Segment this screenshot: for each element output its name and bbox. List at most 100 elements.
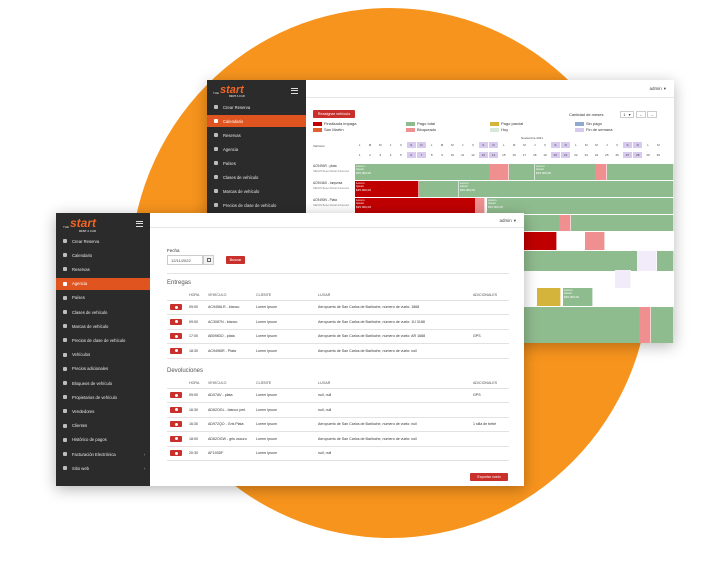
- back-sidebar-item[interactable]: Clases de vehículo: [207, 171, 306, 183]
- legend-item: Finalizada impaga: [313, 121, 356, 126]
- cell-cliente: Lorem Ipsum: [256, 319, 277, 324]
- front-sidebar-item[interactable]: Vendedores: [56, 405, 150, 417]
- front-sidebar-item[interactable]: Facturación Electrónica ›: [56, 448, 150, 460]
- front-sidebar-item[interactable]: Crear Reserva: [56, 235, 150, 247]
- row-action-button[interactable]: [170, 318, 182, 325]
- back-hamburger-icon[interactable]: [291, 88, 298, 94]
- sidebar-item-label: Marcas de vehículo: [223, 188, 260, 194]
- cell-vehiculo: AD972QO - Gris Plata: [208, 422, 244, 426]
- calendar-date-header: 10: [450, 153, 454, 157]
- booking-block[interactable]: [489, 164, 509, 180]
- front-sidebar-item[interactable]: Calendario: [56, 249, 150, 261]
- back-user-menu[interactable]: admin ▾: [639, 85, 666, 92]
- booking-block[interactable]: [585, 232, 605, 250]
- calendar-date-header: 17: [522, 153, 527, 157]
- search-button[interactable]: Buscar: [226, 256, 245, 264]
- front-sidebar-item[interactable]: Histórico de pagos: [56, 434, 150, 446]
- row-action-button[interactable]: [170, 450, 182, 456]
- booking-block[interactable]: [475, 198, 485, 214]
- menu-icon: [63, 409, 67, 414]
- front-sidebar-item[interactable]: Clases de vehículo: [56, 306, 150, 318]
- calendar-day-header: D: [561, 142, 571, 148]
- user-icon: [639, 85, 646, 92]
- front-hamburger-icon[interactable]: [136, 221, 143, 227]
- menu-icon: [63, 366, 67, 371]
- row-action-button[interactable]: [170, 421, 182, 427]
- row-action-button[interactable]: [170, 347, 182, 354]
- calendar-date-header: 25: [605, 153, 609, 157]
- menu-icon: [214, 161, 218, 165]
- back-sidebar-item[interactable]: Crear Reserva: [207, 101, 306, 113]
- months-select[interactable]: 1 ▾: [620, 111, 634, 118]
- fecha-input[interactable]: 12/11/2022: [167, 255, 203, 265]
- sidebar-item-label: Reservas: [223, 132, 241, 138]
- front-sidebar-item[interactable]: Precios de clase de vehículo: [56, 334, 150, 346]
- row-divider: [167, 357, 509, 359]
- cell-adicionales: GPS: [473, 393, 481, 397]
- export-button[interactable]: Exportar vuelo: [470, 473, 508, 481]
- next-month-button[interactable]: →: [647, 111, 657, 118]
- calendar-day-header: J: [461, 143, 464, 147]
- booking-block[interactable]: [559, 215, 571, 231]
- booking-block[interactable]: [595, 164, 607, 180]
- row-action-button[interactable]: [170, 406, 182, 413]
- calendar-day-header: D: [488, 142, 499, 148]
- front-sidebar-item[interactable]: Precios adicionales: [56, 363, 150, 375]
- row-action-button[interactable]: [170, 392, 182, 398]
- reassign-vehicle-button[interactable]: Reasignar vehículo: [313, 110, 355, 118]
- front-sidebar-item[interactable]: Reservas: [56, 263, 150, 275]
- cell-adicionales: GPS: [473, 334, 481, 338]
- cell-lugar: Aeropuerto de San Carlos de Bariloche, n…: [318, 334, 426, 338]
- front-sidebar-item[interactable]: Marcas de vehículo: [56, 320, 150, 332]
- row-action-button[interactable]: [170, 333, 182, 339]
- front-user-menu[interactable]: admin ▾: [489, 217, 516, 224]
- sidebar-item-label: Agencia: [72, 281, 88, 287]
- calendar-date-header: 8: [430, 153, 433, 157]
- back-sidebar-item[interactable]: Países: [207, 157, 306, 169]
- row-divider: [167, 343, 509, 344]
- back-sidebar-item[interactable]: Marcas de vehículo: [207, 185, 306, 197]
- cell-cliente: Lorem Ipsum: [256, 305, 277, 309]
- booking-block-text: Ipsum: [460, 184, 469, 189]
- date-picker-button[interactable]: [203, 255, 214, 265]
- booking-block[interactable]: [419, 181, 459, 197]
- booking-block[interactable]: [637, 251, 657, 271]
- booking-block[interactable]: [615, 270, 631, 288]
- back-sidebar-item[interactable]: Precios de clase de vehículo: [207, 199, 306, 211]
- booking-block[interactable]: [639, 307, 651, 343]
- row-action-button[interactable]: [170, 435, 182, 442]
- front-sidebar-item[interactable]: Sitio web ›: [56, 462, 150, 474]
- front-sidebar-item[interactable]: Agencia: [56, 277, 150, 290]
- calendar-date-header: 23: [584, 153, 588, 157]
- cell-lugar: Aeropuerto de San Carlos de Bariloche, n…: [318, 422, 417, 426]
- front-sidebar-item[interactable]: Vehículos: [56, 349, 150, 361]
- legend-label: Pago parcial: [501, 121, 524, 126]
- booking-block-text: $35.000,00: [356, 187, 372, 192]
- front-sidebar-item[interactable]: Bloqueos de vehículo: [56, 377, 150, 389]
- row-action-button[interactable]: [170, 304, 182, 310]
- legend-label: Finalizada impaga: [324, 121, 357, 126]
- arrow-right-icon: →: [650, 112, 654, 117]
- front-sidebar-item[interactable]: Clientes: [56, 420, 150, 432]
- front-sidebar-item[interactable]: Propietarios de vehículo: [56, 391, 150, 403]
- row-divider: [167, 402, 509, 403]
- prev-month-button[interactable]: ←: [636, 111, 646, 118]
- back-sidebar-item[interactable]: Calendario: [207, 115, 306, 127]
- back-sidebar-item[interactable]: Reservas: [207, 129, 306, 141]
- column-header-hora: HORA: [189, 381, 200, 385]
- car-icon: [174, 305, 178, 309]
- calendar-date-header: 3: [379, 153, 382, 157]
- calendar-window: THE start RENT A CAR Crear Reserva Calend…: [207, 80, 674, 343]
- vehicle-row-name: AC9490N - Plata: [313, 198, 337, 202]
- booking-block[interactable]: [537, 288, 561, 306]
- calendar-date-header: 16: [512, 153, 516, 157]
- back-sidebar-item[interactable]: Agencia: [207, 143, 306, 155]
- front-sidebar-item[interactable]: Países: [56, 292, 150, 304]
- calendar-day-header: S: [622, 142, 633, 148]
